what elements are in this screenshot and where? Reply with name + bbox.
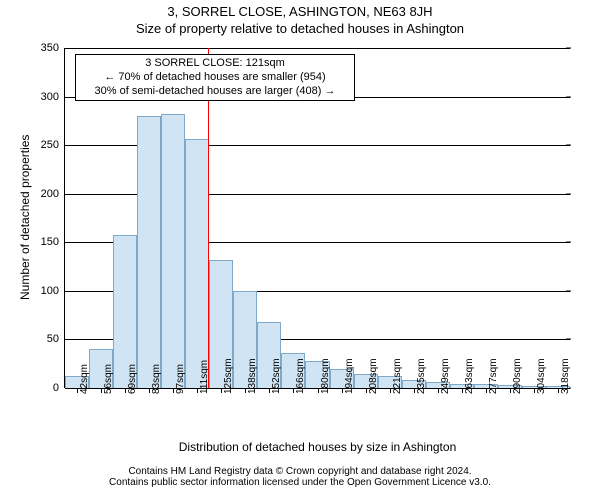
plot-area: 05010015020025030035042sqm56sqm69sqm83sq…	[65, 48, 570, 388]
y-tick-mark	[566, 145, 571, 146]
x-axis-label: Distribution of detached houses by size …	[65, 440, 570, 454]
y-tick-label: 0	[53, 382, 65, 394]
x-tick-mark	[318, 388, 319, 393]
footer-line-2: Contains public sector information licen…	[0, 477, 600, 488]
x-tick-mark	[77, 388, 78, 393]
y-tick-label: 200	[41, 188, 65, 200]
x-tick-mark	[366, 388, 367, 393]
x-tick-mark	[149, 388, 150, 393]
x-tick-mark	[390, 388, 391, 393]
y-tick-mark	[566, 48, 571, 49]
x-tick-label: 263sqm	[464, 358, 475, 394]
chart-container: 3, SORREL CLOSE, ASHINGTON, NE63 8JH Siz…	[0, 0, 600, 500]
gridline	[65, 48, 570, 49]
y-tick-label: 150	[41, 236, 65, 248]
y-tick-label: 100	[41, 285, 65, 297]
y-tick-label: 250	[41, 139, 65, 151]
x-tick-mark	[342, 388, 343, 393]
y-tick-mark	[566, 193, 571, 194]
histogram-bar	[185, 139, 209, 388]
y-tick-label: 50	[47, 333, 65, 345]
histogram-bar	[137, 116, 161, 388]
histogram-bar	[161, 114, 185, 388]
x-tick-mark	[486, 388, 487, 393]
callout-line: 30% of semi-detached houses are larger (…	[82, 85, 348, 99]
property-callout: 3 SORREL CLOSE: 121sqm← 70% of detached …	[75, 54, 355, 101]
footer: Contains HM Land Registry data © Crown c…	[0, 466, 600, 488]
x-tick-label: 318sqm	[560, 358, 571, 394]
chart-subtitle: Size of property relative to detached ho…	[0, 19, 600, 36]
y-tick-mark	[566, 96, 571, 97]
x-tick-label: 304sqm	[536, 358, 547, 394]
x-tick-mark	[438, 388, 439, 393]
x-tick-label: 249sqm	[440, 358, 451, 394]
y-tick-label: 300	[41, 91, 65, 103]
x-tick-mark	[462, 388, 463, 393]
x-tick-mark	[510, 388, 511, 393]
x-tick-mark	[125, 388, 126, 393]
x-tick-label: 277sqm	[488, 358, 499, 394]
x-tick-mark	[534, 388, 535, 393]
y-tick-mark	[566, 290, 571, 291]
y-tick-mark	[566, 242, 571, 243]
x-tick-mark	[558, 388, 559, 393]
x-tick-mark	[414, 388, 415, 393]
x-tick-label: 290sqm	[512, 358, 523, 394]
x-tick-label: 221sqm	[392, 358, 403, 394]
y-tick-mark	[566, 339, 571, 340]
footer-line-1: Contains HM Land Registry data © Crown c…	[0, 466, 600, 477]
x-tick-label: 235sqm	[416, 358, 427, 394]
y-tick-label: 350	[41, 42, 65, 54]
x-tick-mark	[101, 388, 102, 393]
callout-line: 3 SORREL CLOSE: 121sqm	[82, 57, 348, 71]
callout-line: ← 70% of detached houses are smaller (95…	[82, 71, 348, 85]
y-axis-label: Number of detached properties	[18, 135, 32, 300]
page-title: 3, SORREL CLOSE, ASHINGTON, NE63 8JH	[0, 0, 600, 19]
